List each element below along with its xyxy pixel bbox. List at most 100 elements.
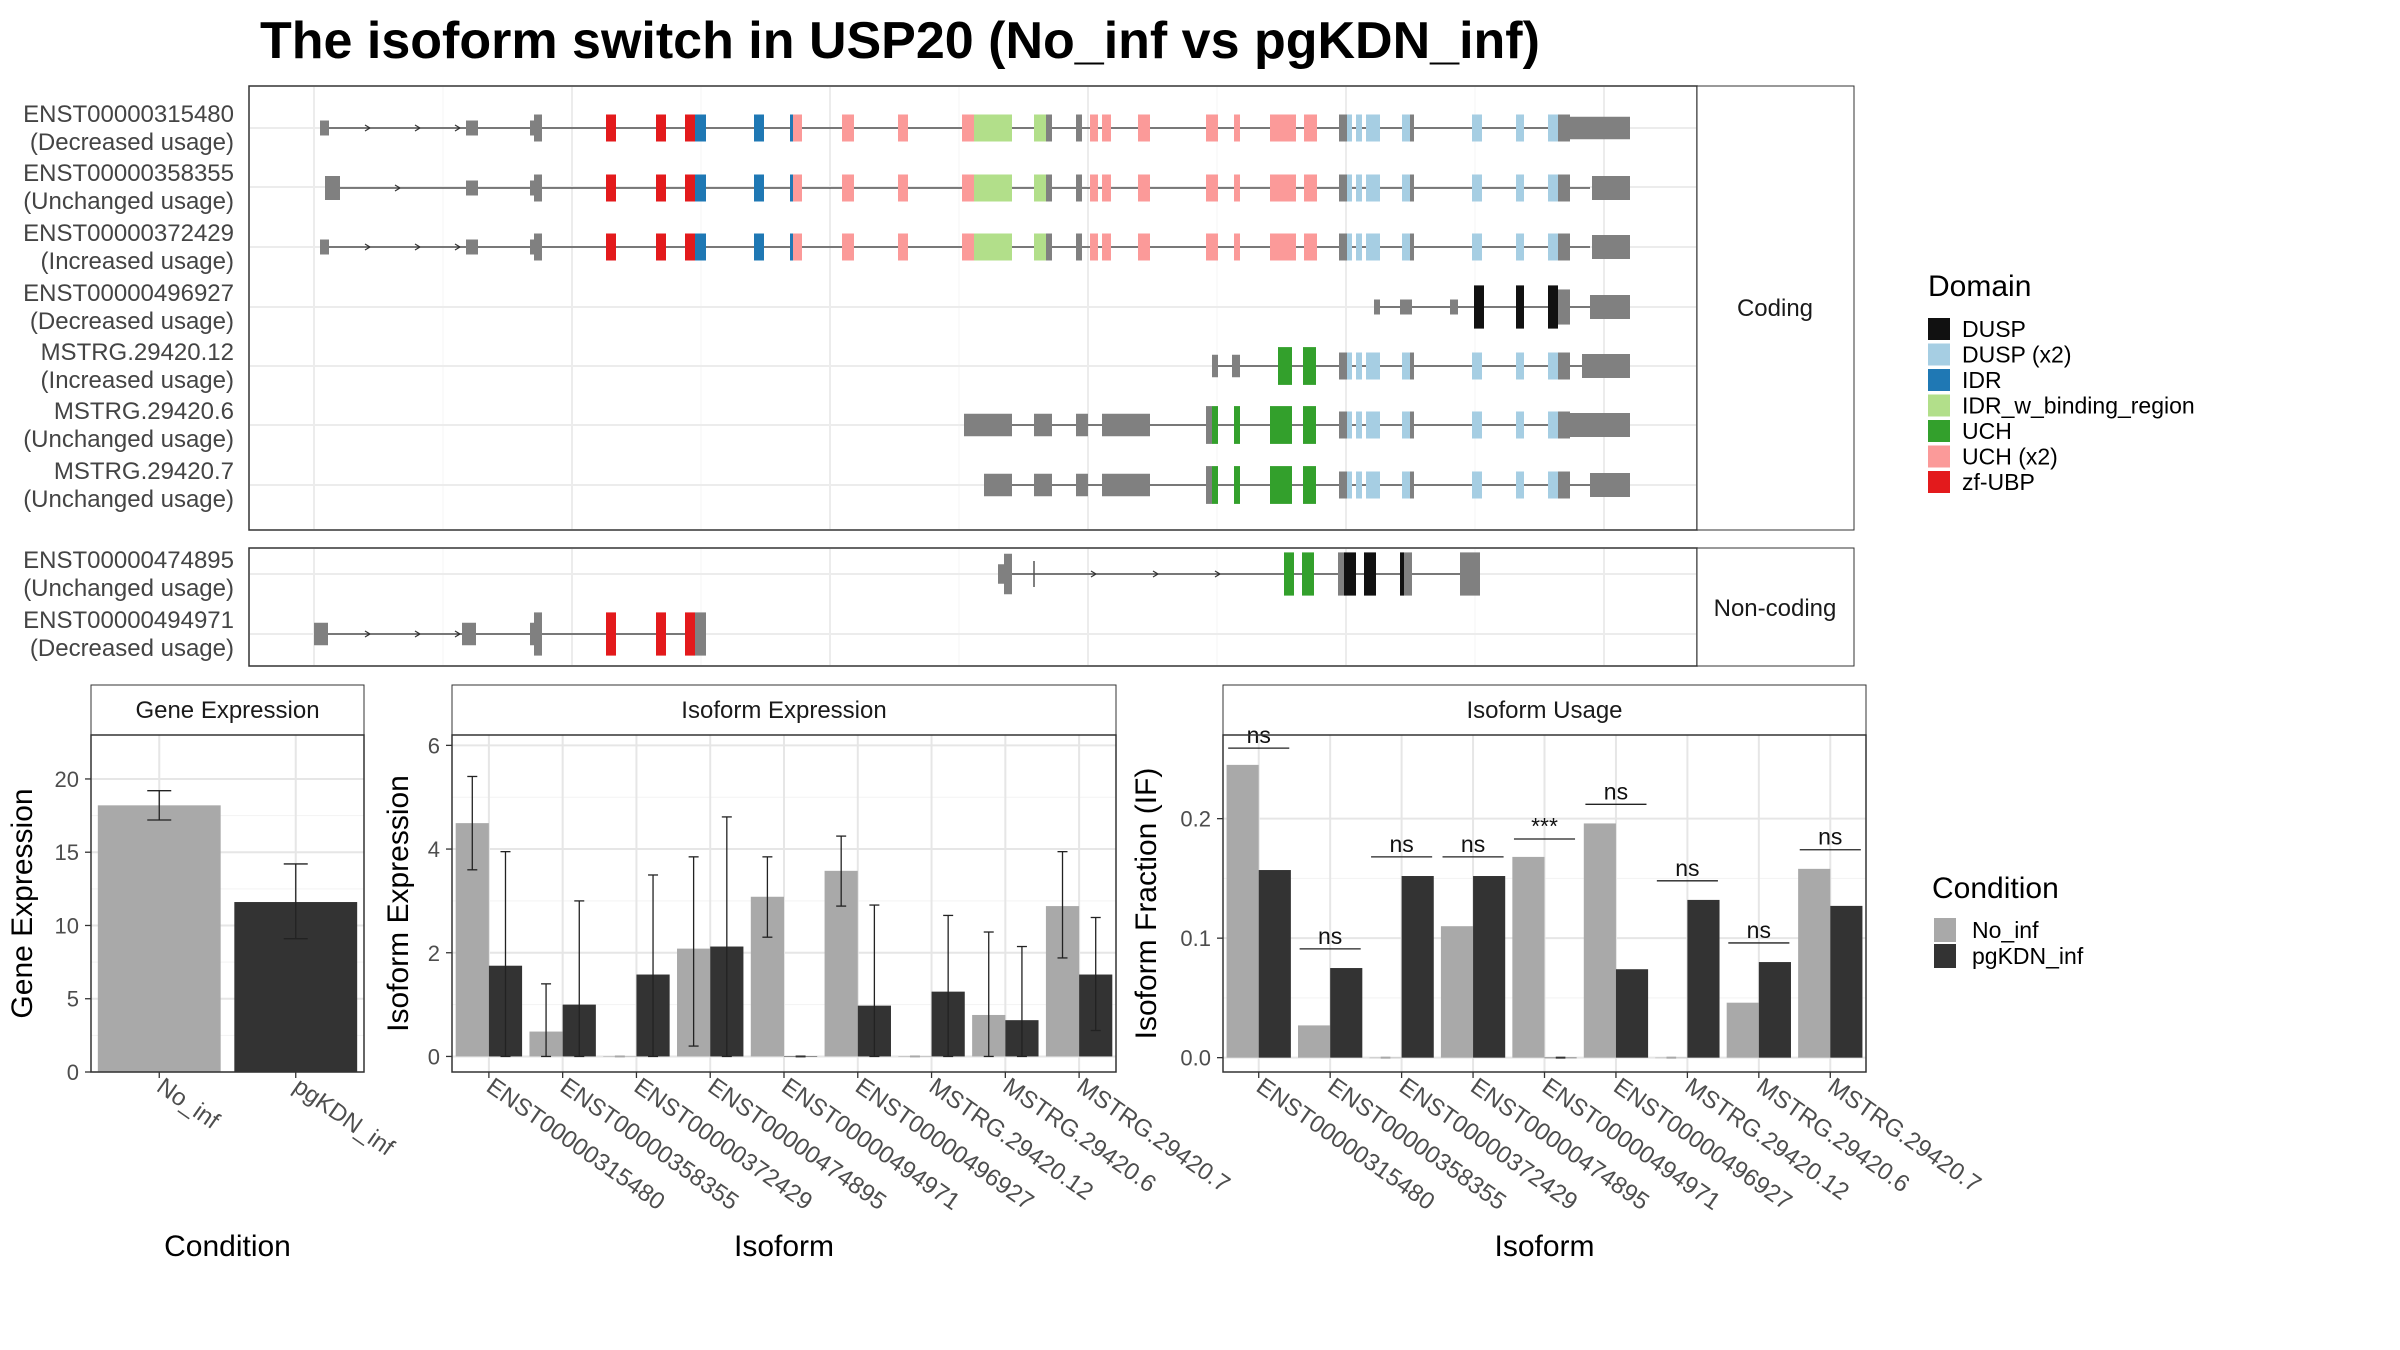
exon xyxy=(1076,233,1082,261)
exon xyxy=(1558,114,1570,142)
direction-arrow xyxy=(454,124,462,132)
exon xyxy=(534,233,542,261)
utr-exon xyxy=(462,622,476,646)
dusp-x2-domain xyxy=(1366,471,1380,499)
uch-x2-domain xyxy=(842,114,854,142)
dusp-x2-domain xyxy=(1472,471,1482,499)
uch-x2-domain xyxy=(1090,174,1098,202)
isoform-id-label: MSTRG.29420.6 xyxy=(54,398,234,425)
utr-exon xyxy=(1034,473,1052,497)
noncoding-strip xyxy=(1696,547,1855,667)
utr-exon xyxy=(466,120,478,136)
isoform-usage-label: (Decreased usage) xyxy=(30,635,234,662)
domain-legend-swatch xyxy=(1928,445,1950,468)
idr-binding-domain xyxy=(974,114,1012,142)
dusp-x2-domain xyxy=(1347,233,1352,261)
dusp-x2-domain xyxy=(1548,471,1558,499)
dusp-x2-domain xyxy=(1366,233,1380,261)
isoform-usage-label: (Unchanged usage) xyxy=(23,426,234,453)
utr-exon xyxy=(1560,475,1570,495)
idr-domain xyxy=(695,114,706,142)
dusp-x2-domain xyxy=(1516,233,1524,261)
exon xyxy=(1076,114,1082,142)
uch-x2-domain xyxy=(842,174,854,202)
idr-domain xyxy=(790,233,793,261)
y-tick-label: 0.2 xyxy=(1180,807,1211,832)
exon xyxy=(534,612,542,656)
bar-No_inf xyxy=(1726,1002,1759,1058)
direction-arrow xyxy=(1090,570,1098,578)
bar-pgKDN_inf xyxy=(1758,962,1791,1058)
utr-exon xyxy=(1592,176,1630,200)
dusp-domain xyxy=(1364,552,1376,596)
bar-pgKDN_inf xyxy=(1830,905,1863,1058)
exon xyxy=(1338,552,1344,596)
exon xyxy=(1339,174,1347,202)
uch-x2-domain xyxy=(1234,233,1240,261)
direction-arrow xyxy=(1152,570,1160,578)
uch-domain xyxy=(1302,552,1314,596)
uch-domain xyxy=(1234,406,1240,444)
direction-arrow xyxy=(364,124,372,132)
significance-label: ns xyxy=(1604,778,1628,804)
direction-arrow xyxy=(414,243,422,251)
uch-domain xyxy=(1270,406,1292,444)
dusp-x2-domain xyxy=(1366,352,1380,380)
dusp-x2-domain xyxy=(1516,114,1524,142)
dusp-x2-domain xyxy=(1347,411,1352,439)
exon xyxy=(1339,411,1347,439)
uch-x2-domain xyxy=(1206,174,1218,202)
dusp-domain xyxy=(1400,552,1404,596)
exon xyxy=(1076,174,1082,202)
zf-ubp-domain xyxy=(685,612,695,656)
utr-exon xyxy=(530,239,534,255)
dusp-x2-domain xyxy=(1356,352,1362,380)
zf-ubp-domain xyxy=(685,233,695,261)
idr-binding-domain xyxy=(974,174,1012,202)
domain-legend-label: UCH (x2) xyxy=(1962,444,2058,470)
dusp-x2-domain xyxy=(1347,471,1352,499)
idr-domain xyxy=(754,233,764,261)
utr-exon xyxy=(466,239,478,255)
x-tick-label: pgKDN_inf xyxy=(288,1073,399,1162)
direction-arrow xyxy=(394,184,402,192)
bar-No_inf xyxy=(1798,868,1831,1058)
utr-exon xyxy=(1560,356,1570,376)
y-tick-label: 5 xyxy=(67,987,79,1012)
uch-x2-domain xyxy=(1138,114,1150,142)
utr-exon xyxy=(1450,299,1458,315)
domain-legend-label: DUSP xyxy=(1962,316,2026,342)
exon xyxy=(695,612,706,656)
utr-exon xyxy=(964,413,1012,437)
isoform-id-label: ENST00000474895 xyxy=(23,547,234,574)
dusp-x2-domain xyxy=(1548,352,1558,380)
uch-domain xyxy=(1234,466,1240,504)
domain-legend-label: zf-UBP xyxy=(1962,469,2035,495)
panel-strip xyxy=(451,684,1117,736)
utr-exon xyxy=(466,180,478,196)
exon xyxy=(1410,471,1414,499)
isoform-structure-plot: Coding Non-coding ENST00000315480(Decrea… xyxy=(23,85,1855,667)
zf-ubp-domain xyxy=(656,233,666,261)
dusp-x2-domain xyxy=(1548,233,1558,261)
domain-legend-swatch xyxy=(1928,471,1950,493)
utr-exon xyxy=(984,473,1012,497)
condition-legend-label: No_inf xyxy=(1972,917,2039,943)
utr-exon xyxy=(320,120,329,136)
exon xyxy=(1046,233,1052,261)
domain-legend-swatch xyxy=(1928,394,1950,417)
utr-exon xyxy=(1592,235,1630,259)
dusp-x2-domain xyxy=(1548,411,1558,439)
dusp-x2-domain xyxy=(1366,174,1380,202)
dusp-x2-domain xyxy=(1472,174,1482,202)
exon xyxy=(1558,289,1570,325)
y-axis-title: Gene Expression xyxy=(6,788,39,1018)
y-tick-label: 10 xyxy=(55,913,79,938)
uch-x2-domain xyxy=(1138,174,1150,202)
idr-domain xyxy=(695,233,706,261)
dusp-x2-domain xyxy=(1366,114,1380,142)
